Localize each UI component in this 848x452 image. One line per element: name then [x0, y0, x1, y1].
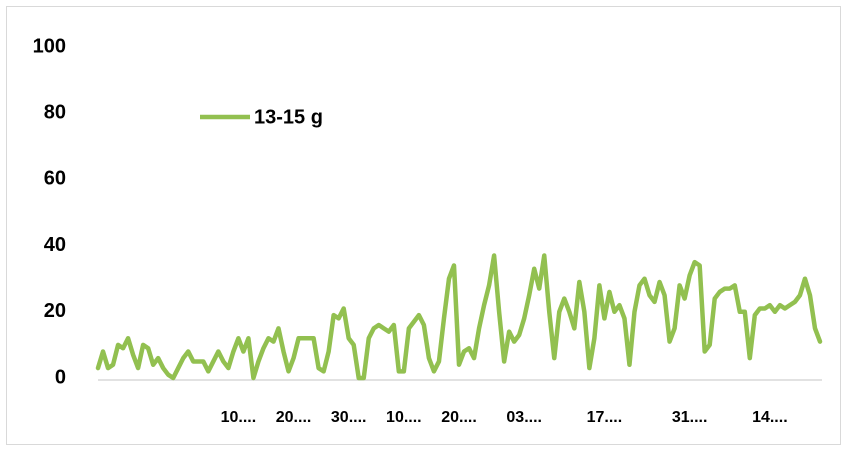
y-tick-label: 100	[33, 35, 66, 57]
x-tick-label: 30....	[331, 409, 367, 426]
series-line	[95, 253, 823, 381]
x-tick-label: 10....	[221, 409, 257, 426]
y-tick-label: 0	[55, 366, 66, 388]
y-tick-label: 80	[44, 101, 66, 123]
x-tick-label: 14....	[752, 409, 788, 426]
x-tick-label: 10....	[386, 409, 422, 426]
chart-border	[6, 6, 841, 445]
x-tick-label: 03....	[506, 409, 542, 426]
x-tick-label: 20....	[276, 409, 312, 426]
x-tick-label: 17....	[587, 409, 623, 426]
y-tick-label: 20	[44, 300, 66, 322]
y-tick-label: 40	[44, 234, 66, 256]
y-tick-label: 60	[44, 168, 66, 190]
x-tick-label: 20....	[441, 409, 477, 426]
x-tick-label: 31....	[672, 409, 708, 426]
legend-label: 13-15 g	[254, 106, 323, 128]
